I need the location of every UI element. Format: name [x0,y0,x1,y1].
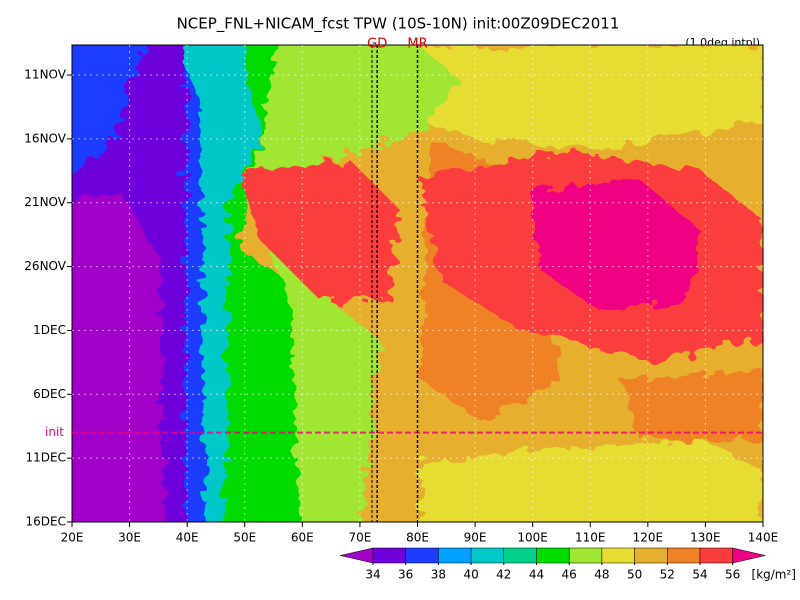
colorbar-box [470,547,505,564]
colorbar-box [568,547,603,564]
x-tick-label: 140E [748,531,779,545]
colorbar-box [372,547,406,564]
colorbar-label: 52 [660,568,675,582]
x-tick-label: 60E [291,531,314,545]
colorbar-label: 36 [398,568,413,582]
x-tick-label: 130E [690,531,721,545]
init-label: init [45,425,64,439]
marker-label: GD [367,37,387,52]
x-tick-label: 100E [517,531,548,545]
marker-label: MR [407,37,427,52]
x-tick-label: 90E [464,531,487,545]
y-tick-label: 6DEC [33,387,66,401]
colorbar-unit: [kg/m²] [752,568,796,582]
chart-title: NCEP_FNL+NICAM_fcst TPW (10S-10N) init:0… [177,15,620,34]
colorbar-box [601,547,635,564]
colorbar-label: 50 [627,568,642,582]
x-tick-label: 50E [233,531,256,545]
colorbar-box [438,547,472,564]
colorbar-end [340,547,374,564]
colorbar-end [732,547,766,564]
field [72,45,763,522]
colorbar-label: 42 [496,568,511,582]
colorbar-label: 44 [529,568,544,582]
x-tick-label: 120E [633,531,664,545]
x-tick-label: 30E [118,531,141,545]
x-tick-label: 110E [575,531,606,545]
chart-elements: 20E 30E 40E 50E 60E 70E 80E 90E 100E 110E 120E 130E… [24,37,796,582]
colorbar-box [634,547,668,564]
colorbar-box [667,547,701,564]
colorbar-label: 38 [431,568,446,582]
y-tick-label: 21NOV [24,195,66,209]
colorbar-box [405,547,439,564]
colorbar-box [699,547,733,564]
y-tick-label: 11NOV [24,68,66,82]
colorbar-label: 54 [692,568,707,582]
colorbar-label: 34 [365,568,380,582]
colorbar-label: 48 [594,568,609,582]
colorbar-label: 56 [725,568,740,582]
y-tick-label: 16NOV [24,131,66,145]
colorbar-label: 40 [463,568,478,582]
x-tick-label: 20E [61,531,84,545]
x-tick-label: 70E [348,531,371,545]
colorbar-box [503,547,537,564]
y-tick-label: 16DEC [26,515,66,529]
y-tick-label: 26NOV [24,259,66,273]
x-tick-label: 40E [176,531,199,545]
x-tick-label: 80E [406,531,429,545]
colorbar-label: 46 [562,568,577,582]
y-tick-label: 11DEC [26,451,66,465]
colorbar-box [536,547,570,564]
y-tick-label: 1DEC [33,323,66,337]
